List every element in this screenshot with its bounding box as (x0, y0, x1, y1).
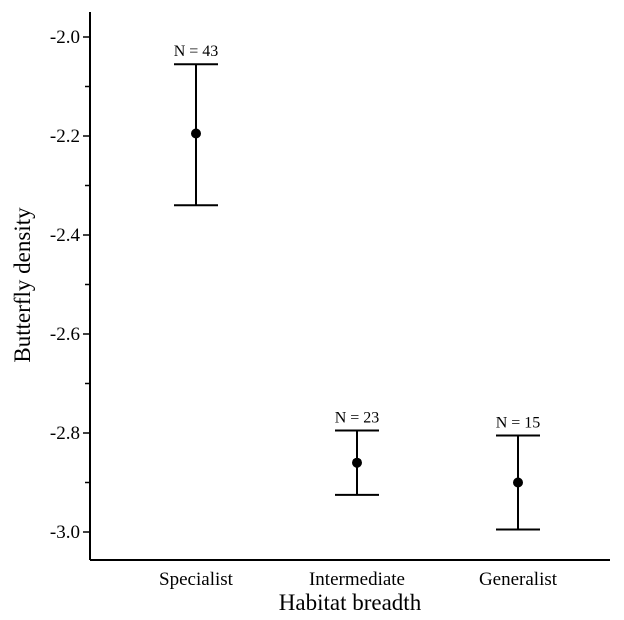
x-category-label: Generalist (479, 569, 558, 590)
y-tick-label: -2.4 (50, 225, 81, 246)
y-tick-label: -2.8 (50, 423, 80, 444)
error-bar-group: N = 43 Specialist (159, 43, 234, 590)
axes (89, 12, 610, 561)
y-tick-label: -3.0 (50, 522, 80, 543)
x-category-label: Intermediate (309, 569, 405, 590)
data-marks: N = 43 Specialist N = 23 Intermediate N = 15… (159, 43, 558, 590)
y-tick-label: -2.6 (50, 324, 80, 345)
mean-point (191, 128, 201, 139)
y-tick-label: -2.0 (50, 27, 80, 48)
error-bar-group: N = 23 Intermediate (309, 410, 405, 590)
y-tick-label: -2.2 (50, 126, 80, 147)
sample-size-label: N = 43 (174, 43, 219, 60)
mean-point (352, 457, 362, 468)
x-axis-title: Habitat breadth (279, 590, 422, 615)
y-axis-title: Butterfly density (10, 207, 35, 363)
mean-point (513, 477, 523, 488)
sample-size-label: N = 23 (335, 410, 380, 427)
x-category-label: Specialist (159, 569, 234, 590)
sample-size-label: N = 15 (496, 414, 541, 431)
error-bar-group: N = 15 Generalist (479, 414, 558, 590)
y-axis-ticks: -2.0 -2.2 -2.4 -2.6 -2.8 -3.0 (50, 27, 90, 543)
